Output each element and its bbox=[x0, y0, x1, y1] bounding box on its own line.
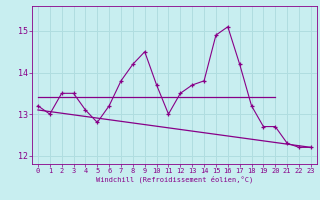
X-axis label: Windchill (Refroidissement éolien,°C): Windchill (Refroidissement éolien,°C) bbox=[96, 176, 253, 183]
